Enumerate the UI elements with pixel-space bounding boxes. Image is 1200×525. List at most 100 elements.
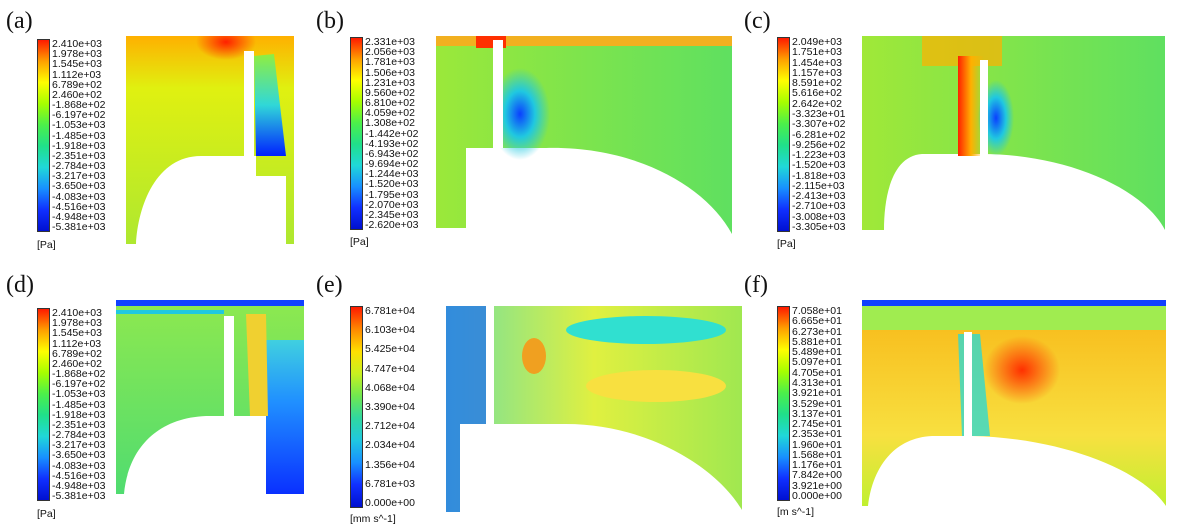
colorbar-tick-label: 6.781e+03 <box>365 477 415 490</box>
colorbar-tick-label: 4.705e+01 <box>792 366 842 379</box>
colorbar-tick-label: 7.842e+00 <box>792 469 842 482</box>
colorbar-tick-label: 7.058e+01 <box>792 305 842 317</box>
colorbar-tick-label: -4.516e+03 <box>52 200 106 213</box>
colorbar-tick-label: -4.948e+03 <box>52 210 106 223</box>
unit-label: [Pa] <box>37 239 56 251</box>
colorbar-tick-label: -1.868e+02 <box>52 368 106 380</box>
colorbar-tick-label: -3.217e+03 <box>52 170 106 183</box>
colorbar <box>777 37 790 232</box>
colorbar-tick-label: -1.442e+02 <box>365 127 419 140</box>
colorbar-tick-label: 2.034e+04 <box>365 439 415 452</box>
colorbar-tick-label: 2.353e+01 <box>792 428 842 441</box>
colorbar-tick-label: -1.520e+03 <box>365 178 419 191</box>
colorbar-tick-label: -9.694e+02 <box>365 158 419 170</box>
colorbar-tick-label: 2.410e+03 <box>52 307 102 319</box>
colorbar-tick-label: 1.978e+03 <box>52 317 102 330</box>
colorbar-tick-label: 1.308e+02 <box>365 117 415 130</box>
colorbar <box>37 39 50 232</box>
colorbar-tick-label: -6.197e+02 <box>52 109 106 122</box>
colorbar-tick-label: 4.313e+01 <box>792 376 842 389</box>
colorbar-tick-label: -2.351e+03 <box>52 418 106 431</box>
colorbar-tick-label: -2.345e+03 <box>365 208 419 221</box>
colorbar-tick-label: -1.053e+03 <box>52 119 106 132</box>
colorbar-tick-label: -2.070e+03 <box>365 198 419 211</box>
colorbar-tick-label: 0.000e+00 <box>365 497 415 509</box>
colorbar-tick-label: -2.620e+03 <box>365 219 419 231</box>
colorbar-tick-label: 1.112e+03 <box>52 68 102 81</box>
unit-label: [Pa] <box>777 238 796 250</box>
colorbar-tick-label: 4.059e+02 <box>365 107 415 120</box>
colorbar-tick-label: 9.560e+02 <box>365 86 415 99</box>
unit-label: [Pa] <box>350 236 369 248</box>
colorbar-tick-label: -1.918e+03 <box>52 408 106 421</box>
colorbar-tick-label: -3.307e+02 <box>792 118 846 131</box>
pressure-contour-field <box>126 36 294 244</box>
colorbar-tick-label: 5.097e+01 <box>792 356 842 369</box>
pressure-contour-field <box>862 36 1165 230</box>
colorbar <box>777 306 790 501</box>
colorbar-tick-label: -4.083e+03 <box>52 190 106 203</box>
unit-label: [Pa] <box>37 508 56 520</box>
colorbar-tick-label: 8.591e+02 <box>792 77 842 90</box>
colorbar-tick-label: 6.781e+04 <box>365 305 415 317</box>
colorbar-tick-label: -2.351e+03 <box>52 149 106 162</box>
colorbar-tick-label: 3.390e+04 <box>365 401 415 413</box>
panel-label: (c) <box>744 8 771 34</box>
colorbar-tick-label: -1.868e+02 <box>52 99 106 111</box>
colorbar-tick-label: -4.083e+03 <box>52 459 106 472</box>
colorbar-tick-label: -5.381e+03 <box>52 490 106 502</box>
colorbar-tick-label: -1.223e+03 <box>792 149 846 162</box>
pressure-contour-field <box>116 300 304 494</box>
colorbar-tick-label: 2.410e+03 <box>52 38 102 50</box>
colorbar-tick-label: -1.244e+03 <box>365 168 419 181</box>
colorbar-tick-label: -2.784e+03 <box>52 160 106 172</box>
colorbar-tick-label: 5.616e+02 <box>792 87 842 100</box>
colorbar-tick-label: 1.176e+01 <box>792 459 842 472</box>
colorbar-tick-label: -1.818e+03 <box>792 169 846 182</box>
colorbar-tick-label: 1.454e+03 <box>792 56 842 69</box>
colorbar-tick-label: -2.413e+03 <box>792 190 846 203</box>
colorbar-tick-label: 4.747e+04 <box>365 362 415 375</box>
colorbar-tick-label: 6.810e+02 <box>365 97 415 109</box>
colorbar-tick-label: -9.256e+02 <box>792 138 846 151</box>
colorbar-tick-label: 4.068e+04 <box>365 381 415 394</box>
colorbar-tick-label: 6.273e+01 <box>792 325 842 338</box>
colorbar-tick-label: -2.710e+03 <box>792 200 846 213</box>
colorbar-tick-label: 3.529e+01 <box>792 397 842 410</box>
colorbar-tick-label: -1.918e+03 <box>52 139 106 152</box>
colorbar-tick-label: -3.650e+03 <box>52 449 106 462</box>
pressure-contour-field <box>436 36 732 234</box>
colorbar-tick-label: 2.460e+02 <box>52 357 102 370</box>
panel-label: (f) <box>744 272 768 298</box>
panel-label: (b) <box>316 8 344 34</box>
colorbar-tick-label: 1.568e+01 <box>792 448 842 461</box>
colorbar-tick-label: 6.665e+01 <box>792 315 842 328</box>
colorbar-tick-label: 1.157e+03 <box>792 66 842 79</box>
colorbar-tick-label: 1.978e+03 <box>52 48 102 61</box>
colorbar-tick-label: 1.751e+03 <box>792 46 842 59</box>
colorbar-tick-label: -3.650e+03 <box>52 180 106 193</box>
colorbar-tick-label: 5.489e+01 <box>792 346 842 359</box>
panel-label: (a) <box>6 8 33 34</box>
colorbar-tick-label: 1.506e+03 <box>365 66 415 79</box>
colorbar-tick-label: 0.000e+00 <box>792 490 842 502</box>
colorbar-tick-label: -1.795e+03 <box>365 188 419 201</box>
colorbar-tick-label: 1.545e+03 <box>52 327 102 340</box>
colorbar-tick-label: 1.112e+03 <box>52 337 102 350</box>
panel-label: (e) <box>316 272 343 298</box>
colorbar-tick-label: -1.485e+03 <box>52 129 106 142</box>
colorbar-tick-label: 5.425e+04 <box>365 343 415 356</box>
unit-label: [mm s^-1] <box>350 513 396 525</box>
colorbar-tick-label: 5.881e+01 <box>792 335 842 348</box>
colorbar-tick-label: 1.356e+04 <box>365 458 415 471</box>
colorbar <box>350 37 363 230</box>
colorbar-tick-label: 2.056e+03 <box>365 46 415 59</box>
colorbar-tick-label: -2.784e+03 <box>52 429 106 441</box>
colorbar-tick-label: 2.049e+03 <box>792 36 842 48</box>
colorbar-tick-label: 2.642e+02 <box>792 97 842 110</box>
colorbar-tick-label: 1.545e+03 <box>52 58 102 71</box>
colorbar-tick-label: 3.921e+00 <box>792 479 842 492</box>
colorbar-tick-label: -6.281e+02 <box>792 128 846 141</box>
colorbar-tick-label: -3.008e+03 <box>792 210 846 223</box>
velocity-contour-field <box>446 306 742 512</box>
